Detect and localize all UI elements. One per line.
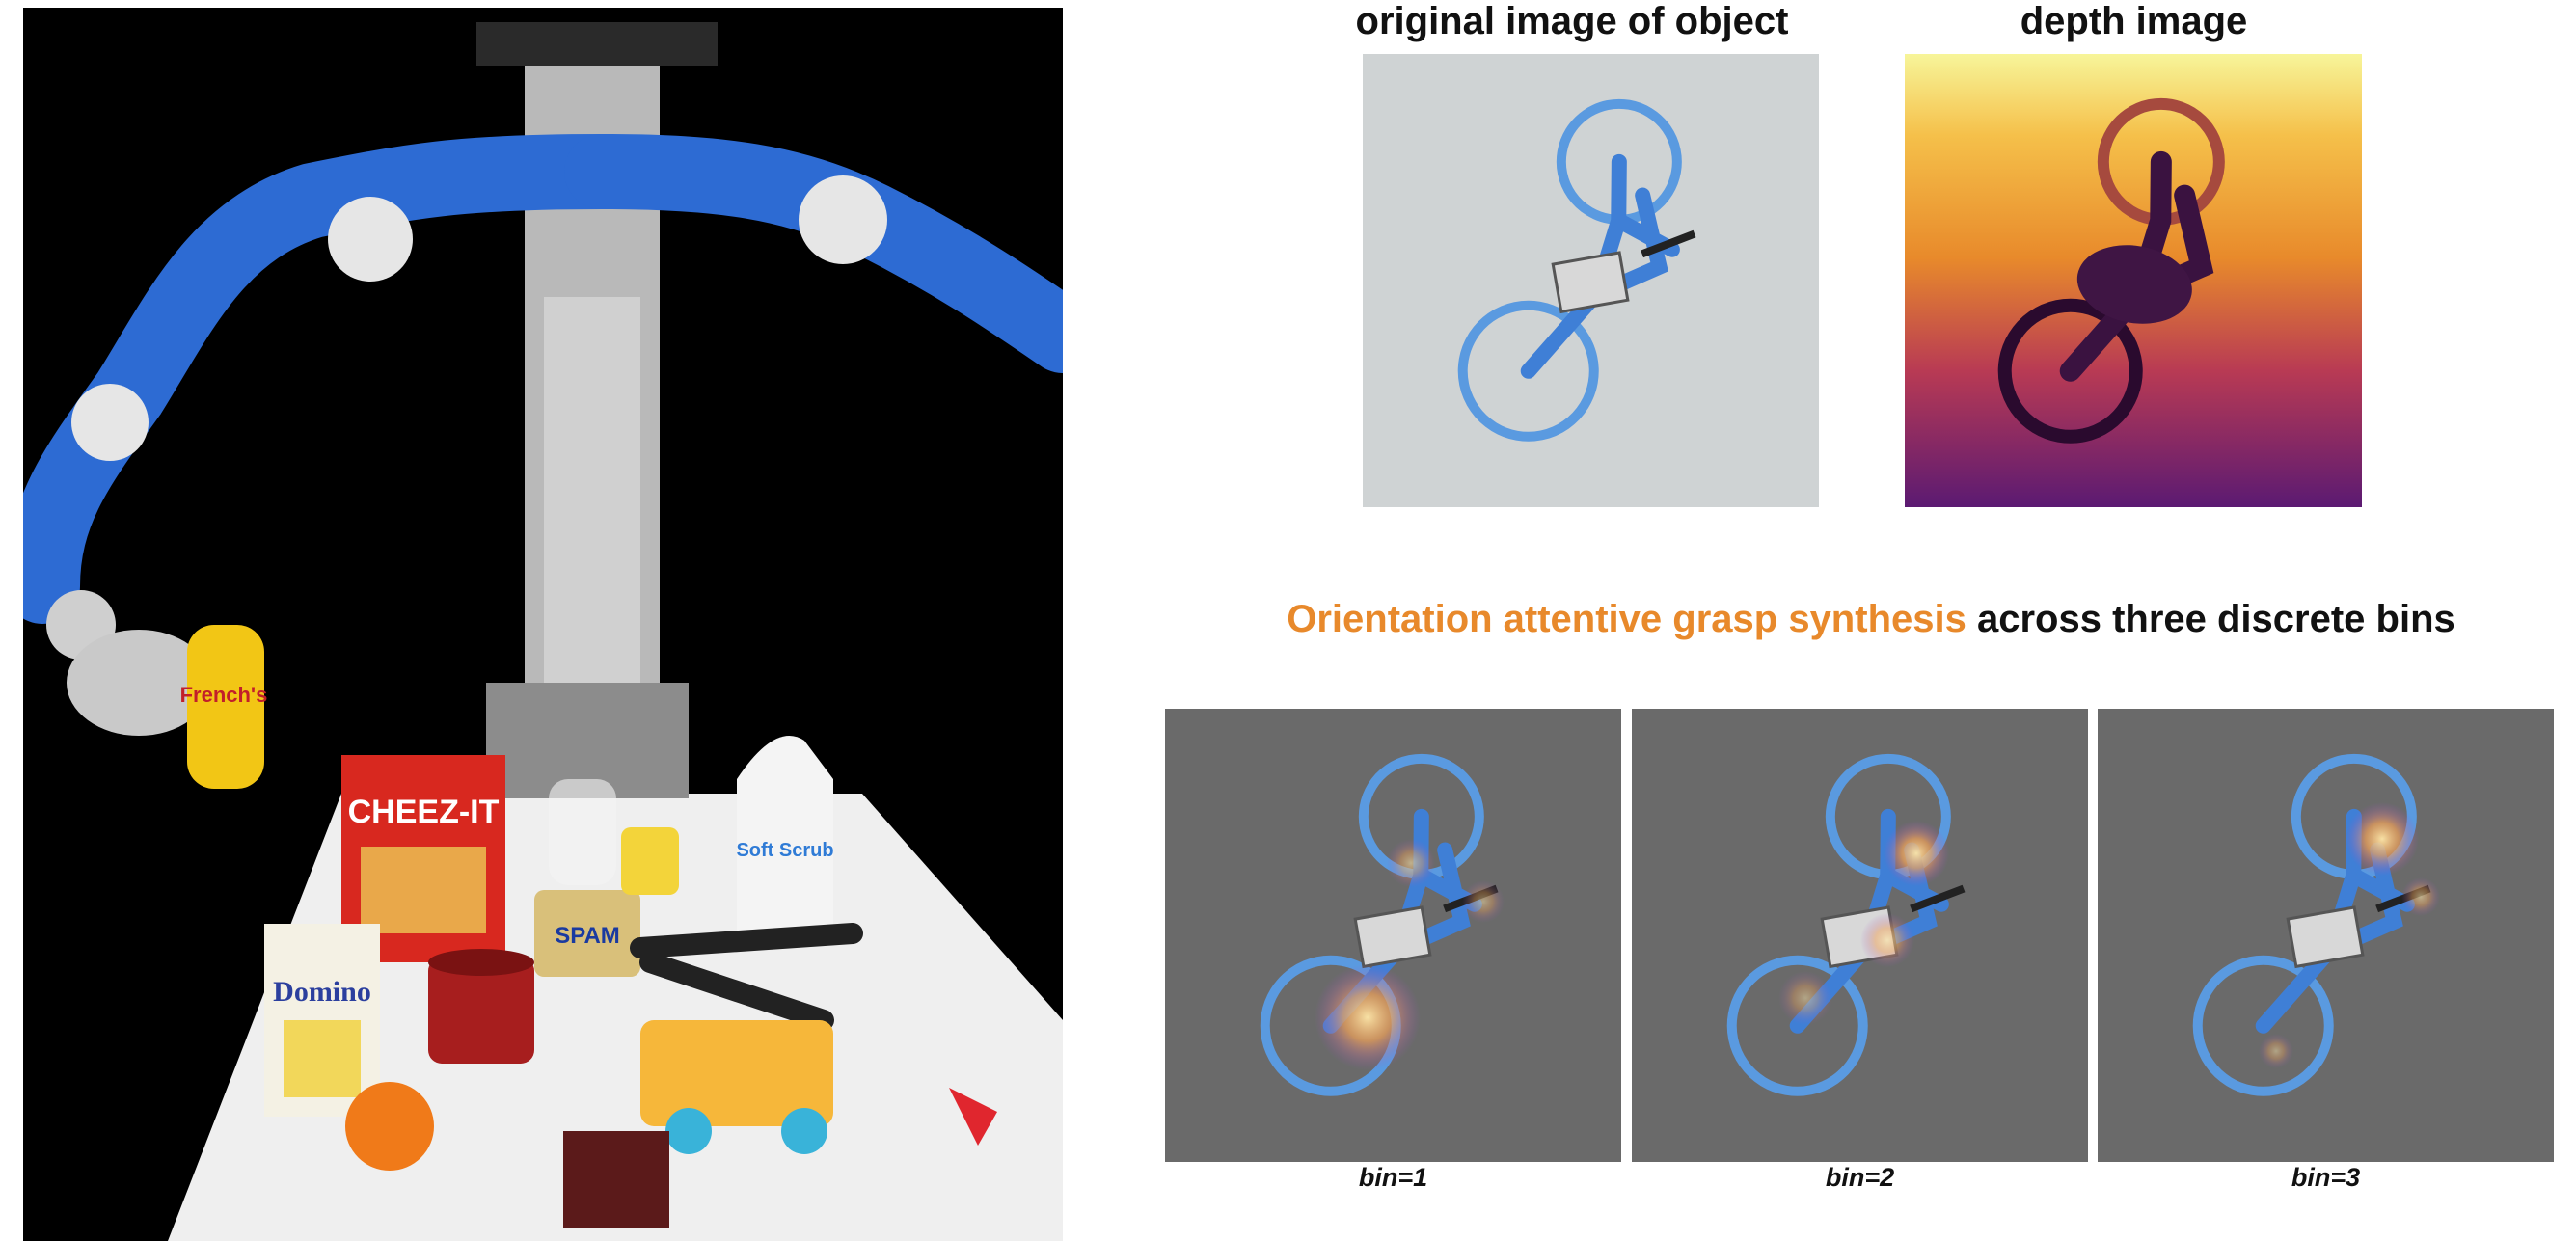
depth-image — [1905, 54, 2362, 507]
heading-rest: across three discrete bins — [1966, 598, 2455, 640]
bin-1-caption: bin=1 — [1358, 1163, 1428, 1192]
bin-2-heatmap — [1632, 709, 2088, 1162]
crackers-label: CHEEZ-IT — [348, 794, 500, 830]
original-image-title: original image of object — [1355, 0, 1789, 42]
bin-1-heatmap — [1165, 709, 1621, 1162]
bin-3-heatmap — [2098, 709, 2554, 1162]
meat-label: SPAM — [555, 923, 620, 949]
depth-image-title: depth image — [2020, 0, 2248, 42]
heading-highlight: Orientation attentive grasp synthesis — [1287, 598, 1966, 640]
sugar-label: Domino — [273, 976, 371, 1008]
original-object-image — [1363, 54, 1819, 507]
mustard-label: French's — [180, 683, 268, 707]
grasp-synthesis-heading: Orientation attentive grasp synthesis ac… — [1167, 598, 2575, 641]
bin-2-caption: bin=2 — [1825, 1163, 1895, 1192]
cleaner-label: Soft Scrub — [736, 840, 833, 861]
bin-3-caption: bin=3 — [2291, 1163, 2361, 1192]
robot-scene-photo: French's CHEEZ-IT Domino SPAM Soft Scrub — [23, 8, 1063, 1241]
